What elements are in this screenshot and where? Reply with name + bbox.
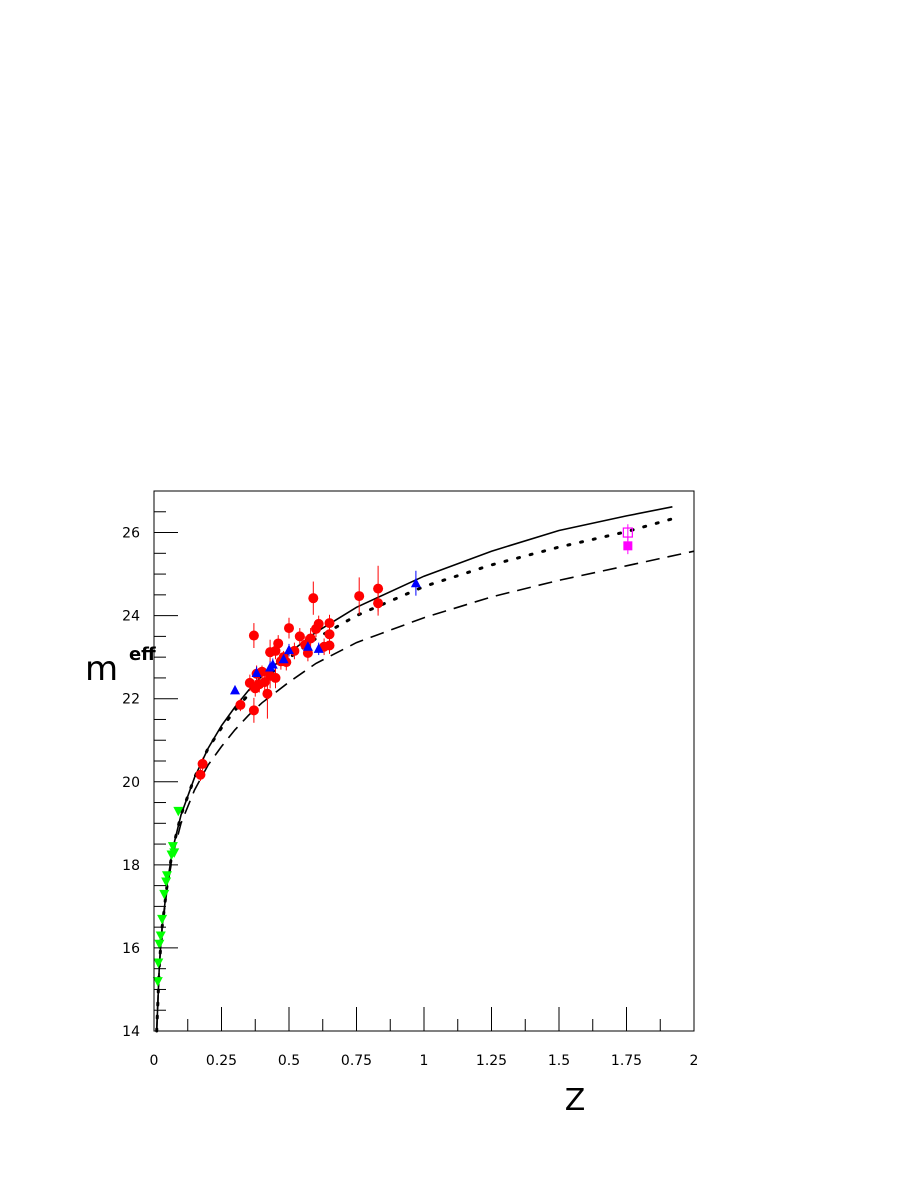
data-point-circle xyxy=(270,672,281,683)
x-tick-label: 0.25 xyxy=(206,1053,237,1069)
y-tick-label: 18 xyxy=(122,858,140,874)
x-tick-label: 1.5 xyxy=(548,1053,570,1069)
plot-frame xyxy=(153,490,695,1032)
data-point-triangle-up xyxy=(284,644,294,655)
data-point-square-open xyxy=(622,527,633,538)
data-point-circle xyxy=(248,630,259,641)
data-point-triangle-down xyxy=(169,848,180,858)
curve-dotted xyxy=(155,517,674,1033)
data-point-circle xyxy=(305,633,316,644)
data-point-circle xyxy=(284,623,294,634)
y-tick-label: 20 xyxy=(122,775,140,791)
y-tick-label: 14 xyxy=(122,1024,140,1040)
x-tick-labels: 0 0.25 0.5 0.75 1 1.25 1.5 1.75 2 xyxy=(150,1053,699,1069)
x-tick-label: 1.25 xyxy=(476,1053,507,1069)
x-tick-label: 2 xyxy=(690,1053,699,1069)
y-tick-label: 16 xyxy=(122,941,140,957)
data-point-circle xyxy=(354,591,365,602)
y-axis-label: m eff xyxy=(85,644,156,689)
data-point-circle xyxy=(324,640,335,651)
data-point-triangle-up xyxy=(302,641,313,651)
data-point-triangle-up xyxy=(410,577,421,588)
data-point-circle xyxy=(197,758,208,769)
y-tick-label: 26 xyxy=(122,526,140,542)
data-point-circle xyxy=(235,699,246,710)
data-point-triangle-up xyxy=(278,653,289,664)
error-bars xyxy=(199,524,629,781)
data-points xyxy=(152,527,633,987)
model-curves xyxy=(155,506,695,1033)
data-point-triangle-down xyxy=(173,806,184,817)
x-tick-label: 0 xyxy=(150,1053,159,1069)
data-point-triangle-down xyxy=(161,877,172,887)
data-point-triangle-up xyxy=(230,684,240,695)
data-point-triangle-down xyxy=(167,842,178,852)
data-point-circle xyxy=(373,598,384,609)
y-tick-label: 22 xyxy=(122,692,140,708)
axis-ticks xyxy=(153,490,695,1032)
data-point-circle xyxy=(262,688,273,699)
x-tick-label: 1 xyxy=(420,1053,429,1069)
data-point-triangle-down xyxy=(161,871,172,881)
data-point-circle xyxy=(308,593,319,604)
data-point-triangle-down xyxy=(154,939,165,950)
data-point-triangle-down xyxy=(159,889,170,900)
curve-dashed xyxy=(155,550,695,1032)
data-point-circle xyxy=(313,618,324,629)
data-point-triangle-up xyxy=(251,667,262,677)
data-point-triangle-up xyxy=(313,643,324,653)
x-tick-label: 0.75 xyxy=(341,1053,372,1069)
data-point-circle xyxy=(195,769,206,780)
y-tick-label: 24 xyxy=(122,609,140,625)
x-tick-label: 0.5 xyxy=(278,1053,300,1069)
y-axis-label-sup: eff xyxy=(129,644,156,665)
y-axis-label-main: m xyxy=(85,649,118,689)
data-point-circle xyxy=(248,705,259,716)
data-point-triangle-down xyxy=(157,914,168,925)
data-point-triangle-up xyxy=(267,659,278,669)
data-point-circle xyxy=(324,629,335,640)
data-point-circle xyxy=(294,631,305,642)
data-point-circle xyxy=(273,638,284,649)
data-point-circle xyxy=(373,583,384,594)
x-tick-label: 1.75 xyxy=(611,1053,642,1069)
data-point-square xyxy=(623,541,633,551)
y-tick-labels: 14 16 18 20 22 24 26 xyxy=(122,526,140,1040)
data-point-triangle-down xyxy=(153,958,164,968)
data-point-triangle-down xyxy=(152,977,163,987)
x-axis-label: Z xyxy=(565,1083,586,1118)
data-point-triangle-down xyxy=(155,931,166,941)
data-point-circle xyxy=(324,618,335,629)
